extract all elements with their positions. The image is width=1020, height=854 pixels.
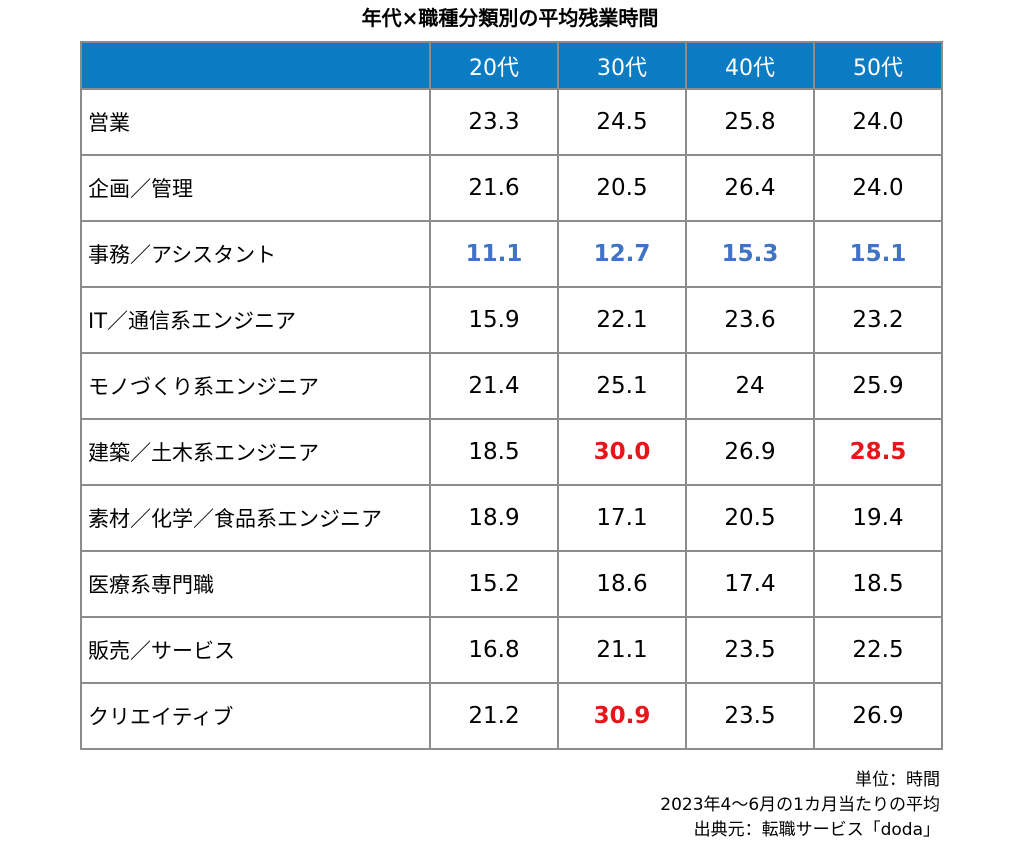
overtime-table: 20代 30代 40代 50代 営業 23.3 24.5 25.8 24.0 企画／管理 2… [80,41,943,750]
row-label: 営業 [80,88,431,156]
table-row: クリエイティブ 21.2 30.9 23.5 26.9 [80,682,943,750]
table-row: 建築／土木系エンジニア 18.5 30.0 26.9 28.5 [80,418,943,486]
value-cell-50s: 18.5 [813,550,943,618]
value-cell-50s: 23.2 [813,286,943,354]
value-cell-50s: 25.9 [813,352,943,420]
row-label: 企画／管理 [80,154,431,222]
value-cell-20s: 16.8 [429,616,559,684]
period-note: 2023年4～6月の1カ月当たりの平均 [660,795,940,815]
header-cell-corner [80,41,431,90]
value-cell-50s: 19.4 [813,484,943,552]
value-cell-40s: 17.4 [685,550,815,618]
row-label: モノづくり系エンジニア [80,352,431,420]
table-row: 販売／サービス 16.8 21.1 23.5 22.5 [80,616,943,684]
value-cell-20s: 15.2 [429,550,559,618]
row-label: 事務／アシスタント [80,220,431,288]
value-cell-30s: 21.1 [557,616,687,684]
table-body: 営業 23.3 24.5 25.8 24.0 企画／管理 21.6 20.5 26.4 24.0 事… [80,88,943,750]
header-cell-50s: 50代 [813,41,943,90]
value-cell-30s: 30.0 [557,418,687,486]
value-cell-30s: 22.1 [557,286,687,354]
value-cell-40s: 26.9 [685,418,815,486]
value-cell-40s: 20.5 [685,484,815,552]
value-cell-40s: 25.8 [685,88,815,156]
table-row: IT／通信系エンジニア 15.9 22.1 23.6 23.2 [80,286,943,354]
header-cell-20s: 20代 [429,41,559,90]
table-row: 企画／管理 21.6 20.5 26.4 24.0 [80,154,943,222]
header-row: 20代 30代 40代 50代 [80,41,943,90]
value-cell-30s: 18.6 [557,550,687,618]
footnotes: 単位：時間 2023年4～6月の1カ月当たりの平均 出典元：転職サービス「dod… [660,768,940,843]
row-label: 医療系専門職 [80,550,431,618]
value-cell-50s: 24.0 [813,88,943,156]
table-row: 事務／アシスタント 11.1 12.7 15.3 15.1 [80,220,943,288]
value-cell-20s: 23.3 [429,88,559,156]
value-cell-30s: 20.5 [557,154,687,222]
value-cell-20s: 18.5 [429,418,559,486]
value-cell-20s: 18.9 [429,484,559,552]
value-cell-20s: 21.4 [429,352,559,420]
value-cell-40s: 23.5 [685,616,815,684]
value-cell-30s: 24.5 [557,88,687,156]
value-cell-40s: 15.3 [685,220,815,288]
row-label: IT／通信系エンジニア [80,286,431,354]
unit-note: 単位：時間 [855,770,940,790]
value-cell-50s: 28.5 [813,418,943,486]
value-cell-30s: 12.7 [557,220,687,288]
value-cell-30s: 25.1 [557,352,687,420]
row-label: 素材／化学／食品系エンジニア [80,484,431,552]
value-cell-30s: 17.1 [557,484,687,552]
value-cell-20s: 11.1 [429,220,559,288]
value-cell-20s: 21.6 [429,154,559,222]
value-cell-40s: 26.4 [685,154,815,222]
value-cell-40s: 24 [685,352,815,420]
table-row: 営業 23.3 24.5 25.8 24.0 [80,88,943,156]
value-cell-30s: 30.9 [557,682,687,750]
value-cell-50s: 24.0 [813,154,943,222]
value-cell-40s: 23.6 [685,286,815,354]
table-title: 年代×職種分類別の平均残業時間 [361,6,659,30]
row-label: 販売／サービス [80,616,431,684]
value-cell-50s: 26.9 [813,682,943,750]
table-row: モノづくり系エンジニア 21.4 25.1 24 25.9 [80,352,943,420]
value-cell-20s: 21.2 [429,682,559,750]
value-cell-40s: 23.5 [685,682,815,750]
table-row: 医療系専門職 15.2 18.6 17.4 18.5 [80,550,943,618]
value-cell-50s: 15.1 [813,220,943,288]
value-cell-50s: 22.5 [813,616,943,684]
row-label: クリエイティブ [80,682,431,750]
value-cell-20s: 15.9 [429,286,559,354]
header-cell-40s: 40代 [685,41,815,90]
source-note: 出典元：転職サービス「doda」 [693,820,940,840]
row-label: 建築／土木系エンジニア [80,418,431,486]
header-cell-30s: 30代 [557,41,687,90]
table-row: 素材／化学／食品系エンジニア 18.9 17.1 20.5 19.4 [80,484,943,552]
